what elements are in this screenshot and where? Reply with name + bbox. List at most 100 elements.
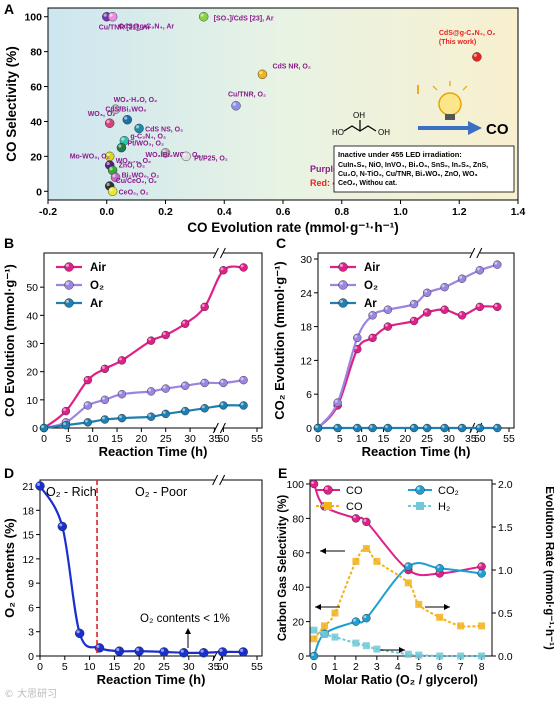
data-point-highlight [220, 380, 224, 383]
x-tick-label: 25 [160, 433, 172, 445]
data-point [320, 631, 328, 638]
data-label: Cu/TNR, O₂ [228, 92, 266, 99]
watermark: © 大思研习 [4, 689, 58, 700]
x-tick-label: 0 [41, 433, 47, 445]
y-tick-label: 20 [292, 617, 304, 629]
data-point [198, 648, 209, 658]
data-point-highlight [385, 323, 388, 327]
x-axis-label: Molar Ratio (O₂ / glycerol) [324, 673, 478, 687]
x-tick-label: 4 [395, 661, 401, 673]
data-point-highlight [162, 385, 166, 389]
data-point-highlight [477, 304, 480, 307]
x-tick-label: 20 [133, 661, 145, 673]
data-point [475, 423, 484, 433]
inactive-line: CuIn₅S₈, NiO, InVO₄, Bi₂O₃, SnS₂, In₂S₃,… [338, 162, 488, 169]
x-tick-label: 0.2 [158, 206, 173, 218]
axis-break-mask [471, 249, 480, 257]
x-tick-label: 5 [62, 661, 68, 673]
glycerol-oh-right: OH [378, 128, 390, 137]
y-tick-label: 6 [306, 389, 312, 401]
legend-marker [64, 262, 74, 272]
data-point [353, 333, 362, 343]
y-tick-label: 20 [30, 151, 42, 163]
legend-marker [324, 502, 332, 510]
y-tick-label: 10 [26, 395, 38, 407]
y-tick-label: 60 [292, 548, 304, 560]
data-point-highlight [85, 402, 88, 406]
data-point [457, 423, 467, 433]
axis-indicator-arrow-head-icon [444, 604, 450, 610]
data-point [179, 648, 189, 658]
y-tick-label: 20 [26, 367, 38, 379]
data-point [161, 384, 170, 393]
data-point [422, 423, 432, 433]
region-label-rich: O₂ - Rich [46, 485, 97, 499]
data-point-highlight [119, 415, 122, 419]
axis-indicator-arrow-head-icon [320, 548, 326, 554]
x-tick-label: 15 [109, 661, 121, 673]
data-point [239, 263, 248, 272]
x-tick-label: 55 [503, 433, 515, 445]
data-point [331, 633, 339, 641]
data-point-highlight [200, 13, 204, 17]
data-point [100, 395, 110, 405]
y-tick-label: 30 [300, 254, 312, 266]
panel-e: 0 1 2 3 4 5 6 7 80204060801000.00.51.01.52.0Mola… [277, 465, 554, 687]
legend-marker-highlight [65, 299, 70, 303]
data-point-highlight [311, 653, 314, 656]
data-point [351, 514, 361, 523]
data-point-highlight [354, 425, 358, 428]
x-tick-label: 35 [209, 433, 221, 445]
data-point-highlight [441, 425, 445, 428]
data-point-highlight [109, 13, 113, 17]
data-point-highlight [162, 411, 166, 414]
data-point-highlight [478, 570, 482, 574]
x-tick-label: 5 [337, 433, 343, 445]
data-point-highlight [201, 304, 205, 307]
data-point-highlight [180, 649, 184, 653]
annotation-label: O₂ contents < 1% [140, 613, 230, 625]
data-point [368, 423, 377, 433]
data-point [219, 266, 228, 275]
data-point [404, 579, 412, 587]
data-point [198, 12, 209, 22]
data-point-highlight [459, 425, 463, 428]
data-point [74, 628, 85, 639]
data-point-highlight [477, 425, 480, 428]
x-tick-label: 5 [65, 433, 71, 445]
data-point [368, 311, 377, 320]
x-axis-label: CO Evolution rate (mmol·g⁻¹·h⁻¹) [187, 220, 399, 235]
data-point [238, 647, 248, 657]
data-point [373, 557, 381, 565]
data-point [436, 613, 444, 621]
data-point [313, 423, 323, 433]
data-point-highlight [436, 565, 440, 569]
data-point-highlight [478, 563, 482, 567]
data-point [409, 299, 419, 309]
data-point [134, 646, 144, 656]
data-point-highlight [385, 306, 388, 310]
legend-marker [338, 298, 348, 308]
data-point-highlight [385, 425, 388, 428]
data-point [309, 651, 319, 661]
data-point [331, 609, 339, 617]
x-tick-label: 5 [416, 661, 422, 673]
data-point [436, 652, 444, 660]
data-point [104, 118, 115, 128]
reaction-inset: HO OH OH CO [332, 81, 509, 138]
data-point-highlight [85, 377, 88, 381]
y-axis-label: O₂ Contents (%) [2, 518, 17, 618]
y2-tick-label: 1.0 [498, 565, 513, 577]
data-point [181, 151, 191, 162]
x-tick-label: 20 [136, 433, 148, 445]
data-point-highlight [106, 182, 110, 187]
data-point-highlight [59, 523, 63, 527]
data-point [362, 517, 371, 527]
data-point [368, 333, 377, 343]
data-point [352, 639, 360, 647]
data-point-highlight [121, 137, 125, 141]
data-point [310, 635, 318, 643]
x-tick-label: 15 [111, 433, 123, 445]
data-label: CdS NR, O₂ [272, 63, 311, 70]
data-point-highlight [441, 306, 445, 310]
